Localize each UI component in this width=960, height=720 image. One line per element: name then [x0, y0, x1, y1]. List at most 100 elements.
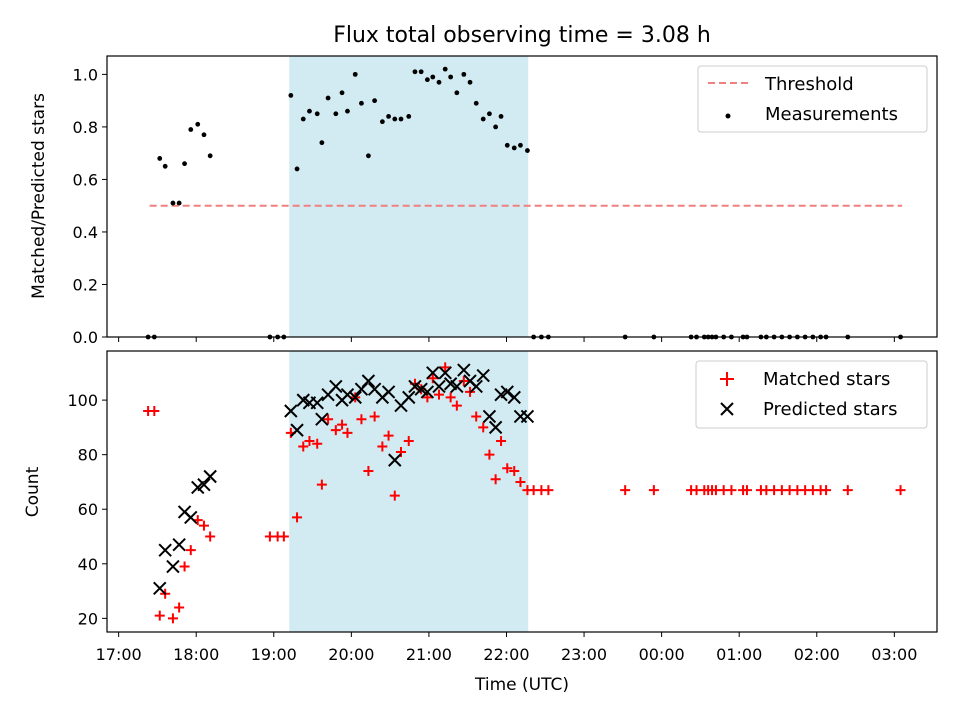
- ratio-y-axis: 0.0 0.2 0.4 0.6 0.8 1.0: [73, 65, 107, 347]
- measurement-point: [162, 163, 168, 169]
- x-tick-label: 01:00: [716, 645, 762, 664]
- measurement-point: [480, 116, 486, 122]
- measurement-point: [518, 142, 523, 148]
- ratio-plot-frame: [106, 55, 938, 338]
- matched-star-point: [337, 419, 348, 430]
- measurement-point: [345, 108, 350, 114]
- ratio-x-axis: [118, 337, 895, 342]
- matched-star-point: [509, 466, 520, 477]
- predicted-star-point: [361, 374, 376, 388]
- predicted-star-point: [476, 368, 490, 383]
- matched-star-point: [369, 411, 380, 422]
- counts-x-axis: 17:00 18:00 19:00 20:00 21:00 22:00 23:00 00:00…: [96, 632, 917, 664]
- measurement-point: [511, 145, 517, 151]
- measurement-point: [333, 111, 339, 117]
- matched-star-point: [490, 474, 501, 485]
- measurement-point: [487, 111, 492, 117]
- ratio-y-tick-label: 0.4: [73, 223, 98, 242]
- matched-star-point: [383, 430, 394, 441]
- x-axis-label: Time (UTC): [474, 675, 569, 695]
- matched-star-point: [205, 531, 216, 542]
- predicted-star-point: [507, 390, 521, 405]
- matched-star-point: [198, 520, 209, 531]
- matched-star-point: [648, 485, 659, 496]
- measurement-point: [188, 127, 194, 132]
- counts-observing-window: [289, 351, 529, 632]
- predicted-star-point: [310, 396, 324, 410]
- measurement-point: [430, 74, 436, 80]
- matched-star-point: [543, 485, 554, 496]
- x-tick-label: 17:00: [96, 645, 142, 664]
- ratio-legend-box: [697, 65, 928, 133]
- matched-star-point: [821, 485, 832, 496]
- measurement-point: [392, 116, 398, 122]
- measurement-point: [436, 79, 442, 85]
- predicted-star-point: [457, 363, 471, 377]
- predicted-star-point: [402, 390, 416, 405]
- legend-measurements-label: Measurements: [765, 104, 898, 125]
- x-tick-label: 18:00: [173, 645, 219, 664]
- predicted-star-point: [172, 537, 186, 552]
- measurement-point: [201, 132, 207, 138]
- counts-legend-box: [695, 360, 928, 429]
- ratio-panel: 0.0 0.2 0.4 0.6 0.8 1.0 Matched/Predicted sta…: [29, 55, 938, 347]
- matched-star-point: [363, 466, 374, 477]
- matched-star-point: [377, 441, 388, 452]
- legend-matched-label: Matched stars: [763, 369, 890, 390]
- matched-star-point: [895, 485, 906, 496]
- counts-y-tick-label: 20: [78, 609, 98, 628]
- matched-star-point: [434, 389, 444, 400]
- legend-matched-swatch: [720, 372, 734, 386]
- counts-y-tick-label: 100: [67, 391, 98, 410]
- predicted-star-point: [381, 385, 396, 399]
- measurement-point: [372, 98, 378, 104]
- measurement-point: [467, 79, 473, 85]
- matched-star-point: [292, 512, 303, 523]
- x-tick-label: 20:00: [328, 645, 374, 664]
- predicted-star-point: [197, 477, 211, 492]
- chart-title: Flux total observing time = 3.08 h: [333, 23, 711, 48]
- matched-star-point: [726, 485, 737, 496]
- predicted-star-point: [426, 366, 440, 380]
- counts-marks: [143, 362, 906, 624]
- measurement-point: [504, 142, 510, 148]
- predicted-star-point: [469, 379, 483, 394]
- measurement-point: [418, 69, 424, 75]
- measurement-point: [398, 116, 404, 122]
- predicted-star-point: [290, 423, 304, 437]
- x-tick-label: 02:00: [794, 645, 840, 664]
- legend-predicted-swatch: [720, 402, 734, 416]
- predicted-star-point: [500, 385, 514, 399]
- matched-star-point: [389, 490, 400, 501]
- matched-star-point: [304, 436, 315, 447]
- predicted-star-point: [284, 404, 298, 418]
- counts-y-axis-label: Count: [23, 466, 43, 517]
- measurement-point: [325, 95, 331, 101]
- matched-star-point: [174, 602, 185, 613]
- matched-star-point: [478, 422, 489, 433]
- measurement-point: [319, 140, 325, 146]
- x-tick-label: 03:00: [871, 645, 917, 664]
- measurement-point: [176, 200, 182, 206]
- measurement-point: [525, 148, 530, 153]
- matched-star-point: [842, 485, 853, 496]
- matched-star-point: [278, 531, 289, 542]
- counts-y-tick-label: 60: [78, 500, 98, 519]
- matched-star-point: [316, 479, 327, 490]
- measurement-point: [314, 111, 320, 117]
- matched-star-point: [741, 485, 752, 496]
- measurement-point: [473, 100, 479, 106]
- ratio-y-tick-label: 0.8: [73, 118, 98, 137]
- predicted-star-point: [203, 469, 217, 484]
- predicted-star-point: [348, 390, 362, 405]
- ratio-observing-window: [289, 56, 529, 337]
- predicted-star-point: [153, 581, 167, 596]
- matched-star-point: [484, 449, 495, 460]
- matched-star-point: [458, 376, 469, 387]
- matched-star-point: [167, 613, 178, 624]
- counts-plot-frame: [106, 350, 938, 633]
- measurement-point: [493, 124, 499, 130]
- legend-measurements-swatch: [725, 113, 731, 119]
- counts-y-tick-label: 80: [78, 446, 98, 465]
- predicted-star-point: [166, 559, 180, 574]
